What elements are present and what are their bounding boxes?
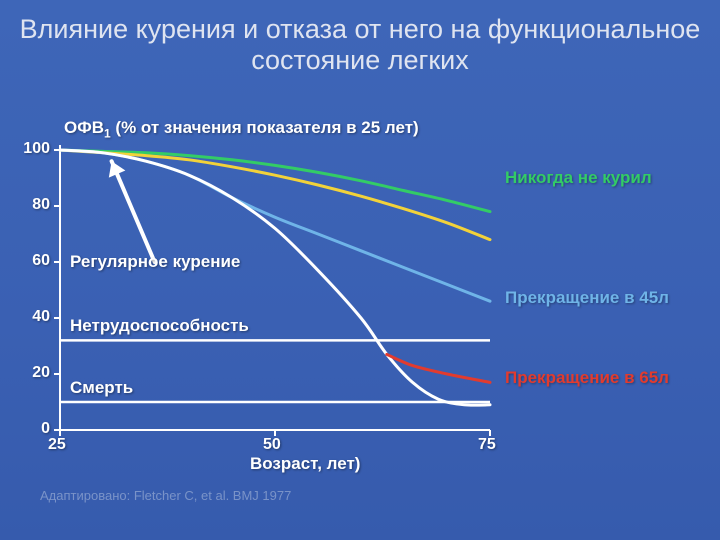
reference-line-label: Нетрудоспособность [70,316,249,336]
reference-line-label: Смерть [70,378,133,398]
x-axis-title: Возраст, лет) [250,454,360,474]
series-never [60,150,490,212]
series-label-never: Никогда не курил [505,168,652,188]
series-quit65 [387,354,490,382]
x-tick-label: 50 [263,436,281,454]
arrow-label: Регулярное курение [70,252,240,272]
y-tick-label: 40 [32,308,50,326]
x-tick-label: 75 [478,436,496,454]
y-tick-label: 100 [23,140,50,158]
series-quit45 [60,150,490,301]
slide: { "title": "Влияние курения и отказа от … [0,0,720,540]
citation: Адаптировано: Fletcher C, et al. BMJ 197… [40,488,291,503]
series-label-quit65: Прекращение в 65л [505,368,669,388]
series-label-quit45: Прекращение в 45л [505,288,669,308]
x-tick-label: 25 [48,436,66,454]
y-tick-label: 20 [32,364,50,382]
y-tick-label: 80 [32,196,50,214]
y-tick-label: 60 [32,252,50,270]
